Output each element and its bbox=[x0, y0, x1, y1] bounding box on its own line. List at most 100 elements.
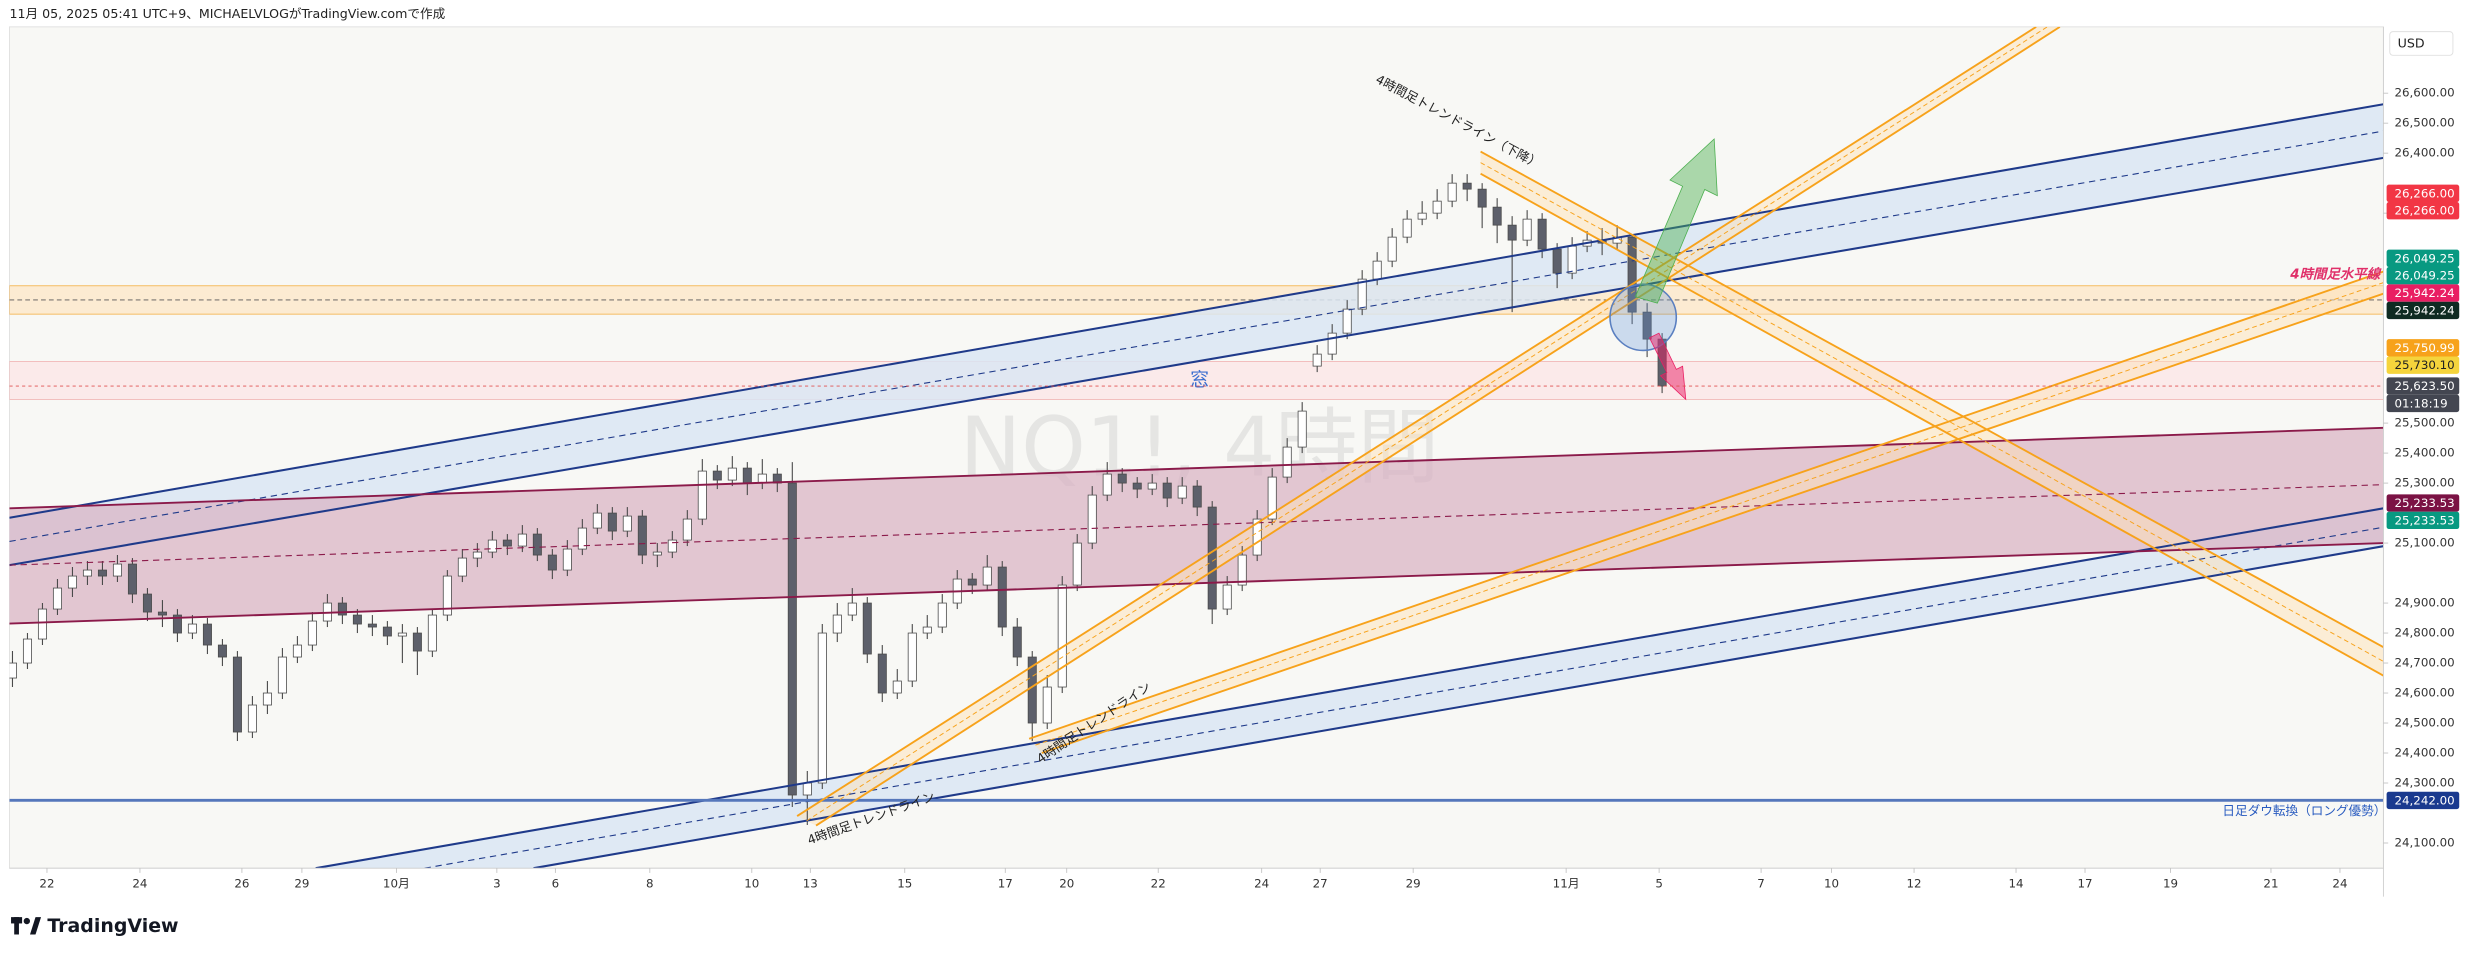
candle-body bbox=[247, 704, 257, 733]
currency-box[interactable] bbox=[2389, 31, 2454, 56]
orange-bands bbox=[796, 26, 2384, 827]
brand: TradingView bbox=[47, 915, 178, 937]
price-label-box bbox=[2386, 494, 2460, 512]
candle-body bbox=[127, 563, 137, 595]
candle-body bbox=[877, 653, 887, 694]
candle-body bbox=[9, 662, 17, 679]
countdown-box bbox=[2386, 394, 2460, 413]
x-tick-label: 7 bbox=[1757, 876, 1765, 890]
annotation: 窓 bbox=[1190, 369, 1209, 391]
candle-body bbox=[1447, 182, 1457, 202]
candle-body bbox=[22, 638, 32, 664]
candle-body bbox=[847, 602, 857, 616]
candle-body bbox=[112, 563, 122, 577]
brand-logo: TradingView bbox=[11, 915, 179, 937]
candle-body bbox=[907, 632, 917, 682]
candle-body bbox=[97, 569, 107, 577]
upper-channel-fill bbox=[9, 104, 2384, 566]
countdown: 01:18:19 bbox=[2394, 396, 2447, 410]
candle-body bbox=[817, 632, 827, 784]
candle-body bbox=[1432, 200, 1442, 214]
candle-body bbox=[1012, 626, 1022, 658]
candle-body bbox=[367, 623, 377, 628]
candle-body bbox=[622, 515, 632, 532]
candle-body bbox=[1522, 218, 1532, 241]
candle-body bbox=[517, 533, 527, 547]
x-tick-label: 6 bbox=[552, 876, 560, 890]
candle-body bbox=[1087, 494, 1097, 544]
candle-body bbox=[52, 587, 62, 610]
candle-body bbox=[832, 614, 842, 634]
candle-body bbox=[1492, 206, 1502, 226]
candle-body bbox=[202, 623, 212, 646]
y-tick-label: 26,400.00 bbox=[2394, 146, 2454, 160]
x-tick-label: 10 bbox=[1824, 876, 1839, 890]
trend-midline bbox=[1035, 282, 2384, 746]
candle-body bbox=[1297, 410, 1307, 448]
x-tick-label: 22 bbox=[1151, 876, 1166, 890]
channel-line bbox=[9, 542, 2384, 625]
x-tick-label: 15 bbox=[897, 876, 912, 890]
y-tick-label: 24,600.00 bbox=[2394, 686, 2454, 700]
x-tick-label: 21 bbox=[2263, 876, 2278, 890]
candle-body bbox=[1342, 308, 1352, 334]
price-label: 25,730.10 bbox=[2394, 358, 2454, 372]
x-tick-label: 27 bbox=[1313, 876, 1328, 890]
x-tick-label: 24 bbox=[132, 876, 147, 890]
candle-body bbox=[412, 632, 422, 652]
price-label: 24,242.00 bbox=[2394, 793, 2454, 807]
axes: 24,100.00 24,300.00 24,400.00 24,500.00 24,6… bbox=[39, 86, 2460, 890]
candle-body bbox=[1072, 542, 1082, 586]
trend-line bbox=[796, 26, 2037, 817]
down-arrow bbox=[1648, 332, 1687, 401]
price-label: 25,942.24 bbox=[2394, 286, 2454, 300]
candle-body bbox=[382, 626, 392, 637]
price-label-box bbox=[2386, 511, 2460, 530]
x-tick-label: 13 bbox=[803, 876, 818, 890]
y-tick-label: 24,500.00 bbox=[2394, 716, 2454, 730]
logo-shape bbox=[14, 917, 19, 935]
candle-body bbox=[1117, 473, 1127, 484]
shallow-band-fill bbox=[1029, 271, 2384, 753]
channel-line bbox=[9, 156, 2384, 567]
y-tick-label: 25,100.00 bbox=[2394, 536, 2454, 550]
x-tick-label: 10 bbox=[744, 876, 759, 890]
x-tick-label: 8 bbox=[646, 876, 654, 890]
price-label-box bbox=[2386, 267, 2460, 285]
candle-body bbox=[1282, 446, 1292, 478]
logo-shape bbox=[23, 917, 30, 925]
candle-body bbox=[142, 593, 152, 613]
price-label: 25,233.53 bbox=[2394, 513, 2454, 527]
x-tick-label: 11月 bbox=[1553, 876, 1580, 890]
channel-midline bbox=[9, 130, 2384, 542]
candle-body bbox=[232, 656, 242, 733]
candle-body bbox=[982, 566, 992, 586]
candle-body bbox=[1627, 236, 1637, 313]
candle-body bbox=[592, 512, 602, 529]
candle-body bbox=[427, 614, 437, 652]
candle-body bbox=[1252, 518, 1262, 556]
channel-line bbox=[533, 545, 2384, 869]
candle-body bbox=[472, 551, 482, 559]
price-label: 26,266.00 bbox=[2394, 186, 2454, 200]
candle-body bbox=[172, 614, 182, 634]
candle-body bbox=[547, 554, 557, 571]
currency[interactable]: USD bbox=[2398, 36, 2425, 51]
price-label-box bbox=[2386, 339, 2460, 357]
candle-body bbox=[892, 680, 902, 694]
x-tick-label: 17 bbox=[998, 876, 1013, 890]
pink-channel bbox=[9, 426, 2384, 625]
candle-body bbox=[157, 611, 167, 616]
candle-body bbox=[262, 692, 272, 706]
y-tick-label: 24,400.00 bbox=[2394, 746, 2454, 760]
header: 11月 05, 2025 05:41 UTC+9、MICHAELVLOGがTra… bbox=[9, 6, 445, 21]
candle-body bbox=[1552, 248, 1562, 274]
candle-body bbox=[292, 644, 302, 658]
channel-line bbox=[315, 507, 2384, 869]
x-tick-label: 24 bbox=[2332, 876, 2347, 890]
candle-body bbox=[607, 512, 617, 532]
x-tick-label: 19 bbox=[2163, 876, 2178, 890]
candle-body bbox=[787, 482, 797, 796]
